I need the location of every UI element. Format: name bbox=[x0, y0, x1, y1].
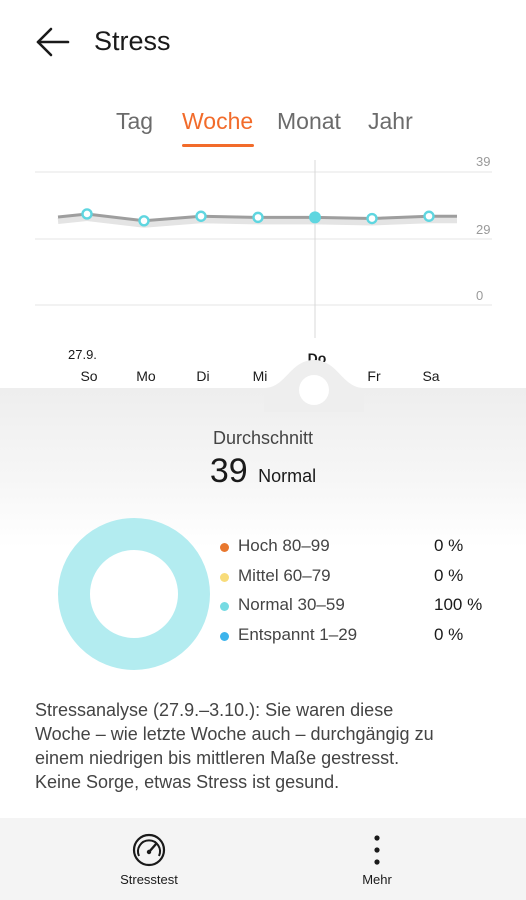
header: Stress bbox=[0, 0, 526, 86]
legend-label: Hoch 80–99 bbox=[238, 536, 330, 555]
legend-value: 100 % bbox=[434, 595, 483, 614]
legend-dot-mittel bbox=[220, 572, 229, 582]
legend-item-hoch: Hoch 80–99 0 % bbox=[220, 536, 510, 566]
average-status: Normal bbox=[258, 466, 317, 486]
stress-week-chart[interactable]: 27.9. So Mo Di Mi Do Fr Sa 39 29 0 bbox=[0, 154, 526, 390]
legend-value: 0 % bbox=[434, 565, 464, 585]
chart-canvas bbox=[35, 160, 492, 338]
day-label-di[interactable]: Di bbox=[196, 368, 210, 384]
page-title: Stress bbox=[94, 26, 171, 56]
tab-monat[interactable]: Monat bbox=[277, 108, 341, 134]
active-tab-indicator bbox=[182, 144, 254, 147]
tab-woche[interactable]: Woche bbox=[182, 108, 254, 134]
analysis-line: Stressanalyse (27.9.–3.10.): Sie waren d… bbox=[35, 700, 394, 720]
data-point bbox=[309, 211, 321, 224]
period-tabs: Tag Woche Monat Jahr bbox=[0, 108, 526, 152]
gauge-icon bbox=[89, 832, 209, 868]
y-tick-label: 0 bbox=[476, 288, 484, 303]
stress-analysis-text: Stressanalyse (27.9.–3.10.): Sie waren d… bbox=[35, 698, 505, 794]
more-label: Mehr bbox=[362, 872, 392, 887]
data-point bbox=[195, 210, 207, 222]
data-point bbox=[138, 215, 150, 227]
bottom-action-bar: Stresstest Mehr bbox=[0, 818, 526, 900]
data-point bbox=[366, 212, 378, 225]
y-tick-label: 29 bbox=[476, 222, 491, 237]
tab-jahr[interactable]: Jahr bbox=[368, 108, 413, 134]
legend-item-entspannt: Entspannt 1–29 0 % bbox=[220, 625, 510, 655]
legend-label: Mittel 60–79 bbox=[238, 565, 331, 585]
stress-distribution-donut bbox=[58, 518, 210, 670]
day-label-mi[interactable]: Mi bbox=[252, 368, 268, 384]
average-label: Durchschnitt bbox=[212, 428, 314, 448]
distribution-legend: Hoch 80–99 0 % Mittel 60–79 0 % Normal 3… bbox=[220, 536, 510, 654]
legend-label: Entspannt 1–29 bbox=[238, 624, 358, 644]
data-point bbox=[81, 208, 93, 220]
data-point bbox=[252, 211, 264, 224]
legend-dot-hoch bbox=[220, 543, 229, 552]
legend-item-normal: Normal 30–59 100 % bbox=[220, 595, 510, 625]
average-value: 39 bbox=[209, 452, 248, 490]
legend-value: 0 % bbox=[434, 624, 464, 644]
analysis-line: Woche – wie letzte Woche auch – durchgän… bbox=[35, 724, 434, 744]
arrow-left-icon bbox=[36, 27, 70, 57]
data-point bbox=[423, 210, 435, 222]
stresstest-button[interactable]: Stresstest bbox=[89, 828, 209, 894]
legend-label: Normal 30–59 bbox=[238, 595, 345, 614]
chart-start-date: 27.9. bbox=[68, 347, 97, 362]
back-button[interactable] bbox=[30, 22, 74, 62]
y-tick-label: 39 bbox=[476, 154, 491, 169]
legend-dot-normal bbox=[220, 602, 229, 611]
day-label-fr[interactable]: Fr bbox=[367, 368, 381, 384]
more-vertical-icon bbox=[317, 832, 437, 868]
legend-item-mittel: Mittel 60–79 0 % bbox=[220, 566, 510, 596]
legend-dot-entspannt bbox=[220, 631, 229, 641]
average-row: 39 Normal bbox=[0, 452, 526, 491]
day-label-mo[interactable]: Mo bbox=[136, 368, 156, 384]
stresstest-label: Stresstest bbox=[120, 872, 178, 887]
analysis-line: einem niedrigen bis mittleren Maße gestr… bbox=[35, 748, 400, 768]
day-label-so[interactable]: So bbox=[80, 368, 98, 384]
chart-selection-handle[interactable] bbox=[264, 352, 364, 412]
legend-value: 0 % bbox=[434, 536, 464, 555]
tab-tag[interactable]: Tag bbox=[116, 108, 154, 134]
analysis-line: Keine Sorge, etwas Stress ist gesund. bbox=[35, 772, 340, 792]
donut-normal-segment bbox=[58, 518, 210, 670]
day-label-sa[interactable]: Sa bbox=[422, 368, 440, 384]
more-button[interactable]: Mehr bbox=[317, 828, 437, 894]
